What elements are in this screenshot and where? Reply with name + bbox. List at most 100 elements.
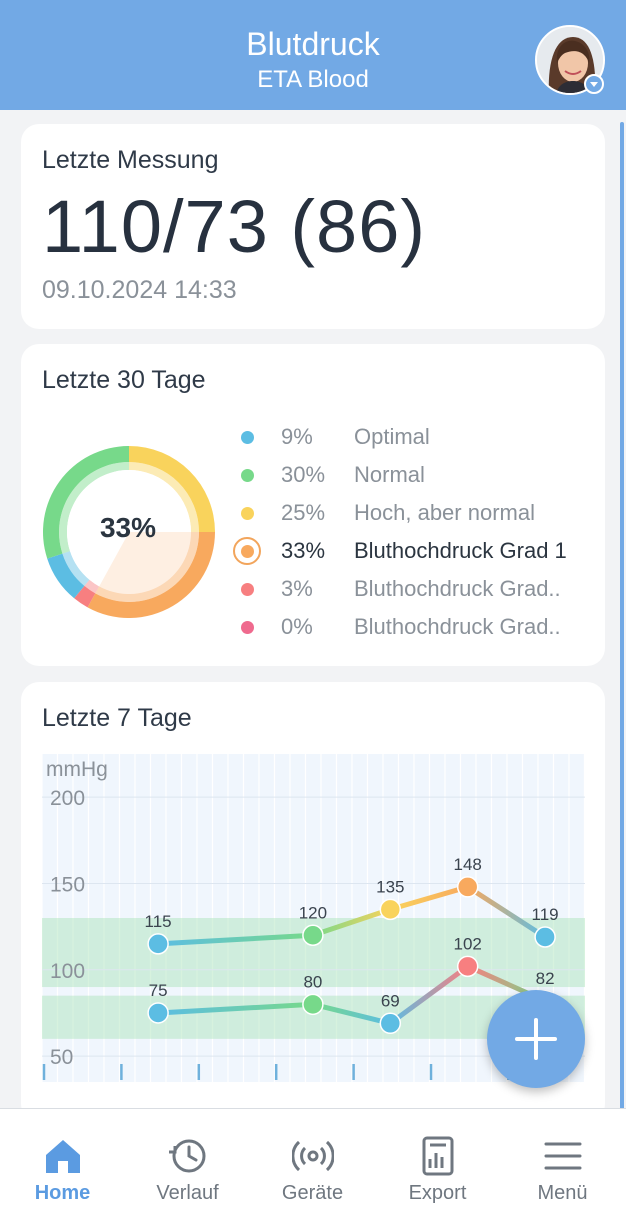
data-label: 119 — [532, 905, 559, 924]
donut-segment-core — [99, 532, 191, 594]
nav-home[interactable]: Home — [0, 1109, 125, 1221]
card-title: Letzte 7 Tage — [42, 704, 192, 732]
data-point[interactable] — [379, 898, 402, 921]
nav-label: Home — [34, 1182, 91, 1204]
data-point[interactable] — [456, 955, 479, 978]
last-measurement-card[interactable]: Letzte Messung 110/73 (86) 09.10.2024 14… — [21, 124, 605, 329]
donut-segment[interactable] — [74, 585, 96, 608]
donut-segment[interactable] — [42, 446, 129, 559]
last-30-days-card[interactable]: Letzte 30 Tage 33% 9% Optimal 30% Normal 25%… — [21, 344, 605, 666]
data-point[interactable] — [147, 1002, 169, 1024]
series-line-segment — [465, 884, 548, 940]
avatar-portrait — [537, 27, 603, 93]
card-title: Letzte 30 Tage — [42, 366, 206, 394]
series-line-segment — [310, 1001, 393, 1026]
legend-item[interactable]: 0% Bluthochdruck Grad.. — [231, 612, 601, 642]
data-label: 135 — [376, 877, 404, 896]
add-measurement-button[interactable] — [487, 990, 585, 1088]
legend-item[interactable]: 9% Optimal — [231, 422, 601, 452]
legend-item[interactable]: 30% Normal — [231, 460, 601, 490]
y-axis-label: mmHg — [46, 758, 108, 781]
legend-percent: 25% — [281, 500, 326, 525]
nav-history[interactable]: Verlauf — [125, 1109, 250, 1221]
app-header: Blutdruck ETA Blood — [0, 0, 626, 110]
nav-label: Export — [408, 1182, 467, 1204]
legend-item[interactable]: 33% Bluthochdruck Grad 1 — [231, 536, 601, 566]
page-subtitle: ETA Blood — [257, 66, 369, 93]
legend-dot-icon — [241, 545, 254, 558]
data-label: 80 — [303, 972, 322, 991]
y-tick-label: 50 — [50, 1046, 73, 1069]
legend-percent: 33% — [281, 538, 326, 563]
donut-segment-inner — [84, 579, 100, 594]
history-icon — [169, 1139, 206, 1173]
series-line-segment — [310, 906, 393, 938]
data-point[interactable] — [302, 993, 324, 1016]
nav-label: Geräte — [281, 1182, 344, 1204]
legend-percent: 0% — [281, 614, 313, 639]
card-title: Letzte Messung — [42, 146, 219, 174]
devices-icon — [292, 1140, 334, 1172]
selected-ring-icon — [233, 537, 261, 565]
page-title: Blutdruck — [246, 26, 380, 62]
donut-segment-inner — [62, 551, 90, 586]
donut-center-label: 33% — [99, 512, 157, 543]
series-line-segment — [155, 932, 316, 947]
nav-label: Verlauf — [156, 1182, 219, 1204]
data-label: 82 — [536, 969, 555, 988]
series-line-segment — [155, 1001, 316, 1016]
donut-segment-core — [89, 532, 129, 587]
bottom-nav: Home Verlauf Geräte Export Menü — [0, 1108, 626, 1221]
nav-export[interactable]: Export — [375, 1109, 500, 1221]
nav-devices[interactable]: Geräte — [250, 1109, 375, 1221]
measurement-datetime: 09.10.2024 14:33 — [42, 276, 237, 304]
donut-segment-core — [66, 470, 129, 552]
donut-segment-core — [70, 532, 129, 580]
data-point[interactable] — [379, 1012, 402, 1035]
legend-percent: 30% — [281, 462, 326, 487]
legend-label: Bluthochdruck Grad.. — [354, 576, 561, 601]
data-point[interactable] — [534, 926, 556, 948]
legend-item[interactable]: 3% Bluthochdruck Grad.. — [231, 574, 601, 604]
data-point[interactable] — [147, 933, 169, 955]
series-line-segment — [387, 884, 471, 912]
legend-percent: 3% — [281, 576, 313, 601]
data-point[interactable] — [302, 924, 324, 947]
legend-dot-icon — [241, 583, 254, 596]
y-tick-label: 150 — [50, 873, 85, 896]
donut-segment[interactable] — [129, 446, 215, 532]
donut-segment-inner — [95, 532, 199, 602]
avatar[interactable] — [535, 25, 605, 95]
data-label: 69 — [381, 991, 400, 1010]
chevron-down-icon[interactable] — [584, 74, 604, 94]
donut-segment-core — [129, 470, 191, 532]
data-label: 102 — [454, 934, 482, 953]
menu-icon — [544, 1142, 582, 1170]
donut-segment[interactable] — [47, 553, 85, 599]
legend-label: Optimal — [354, 424, 430, 449]
data-label: 148 — [454, 855, 482, 874]
nav-menu[interactable]: Menü — [500, 1109, 625, 1221]
legend-item[interactable]: 25% Hoch, aber normal — [231, 498, 601, 528]
legend-dot-icon — [241, 469, 254, 482]
legend-label: Hoch, aber normal — [354, 500, 535, 525]
donut-segment-inner — [58, 462, 129, 554]
distribution-donut[interactable] — [41, 444, 217, 620]
donut-segment-inner — [129, 462, 199, 532]
legend-label: Bluthochdruck Grad 1 — [354, 538, 567, 563]
legend-dot-icon — [241, 507, 254, 520]
donut-segment[interactable] — [87, 532, 215, 618]
legend-label: Normal — [354, 462, 425, 487]
legend-dot-icon — [241, 431, 254, 444]
export-icon — [422, 1136, 454, 1176]
measurement-value: 110/73 (86) — [42, 185, 426, 268]
data-point[interactable] — [456, 876, 479, 898]
data-label: 120 — [299, 903, 327, 922]
nav-label: Menü — [537, 1182, 588, 1204]
legend-dot-icon — [241, 621, 254, 634]
scrollbar[interactable] — [620, 122, 624, 1112]
data-label: 75 — [149, 981, 168, 1000]
data-label: 115 — [145, 912, 172, 931]
y-tick-label: 200 — [50, 787, 85, 810]
y-tick-label: 100 — [50, 960, 85, 983]
